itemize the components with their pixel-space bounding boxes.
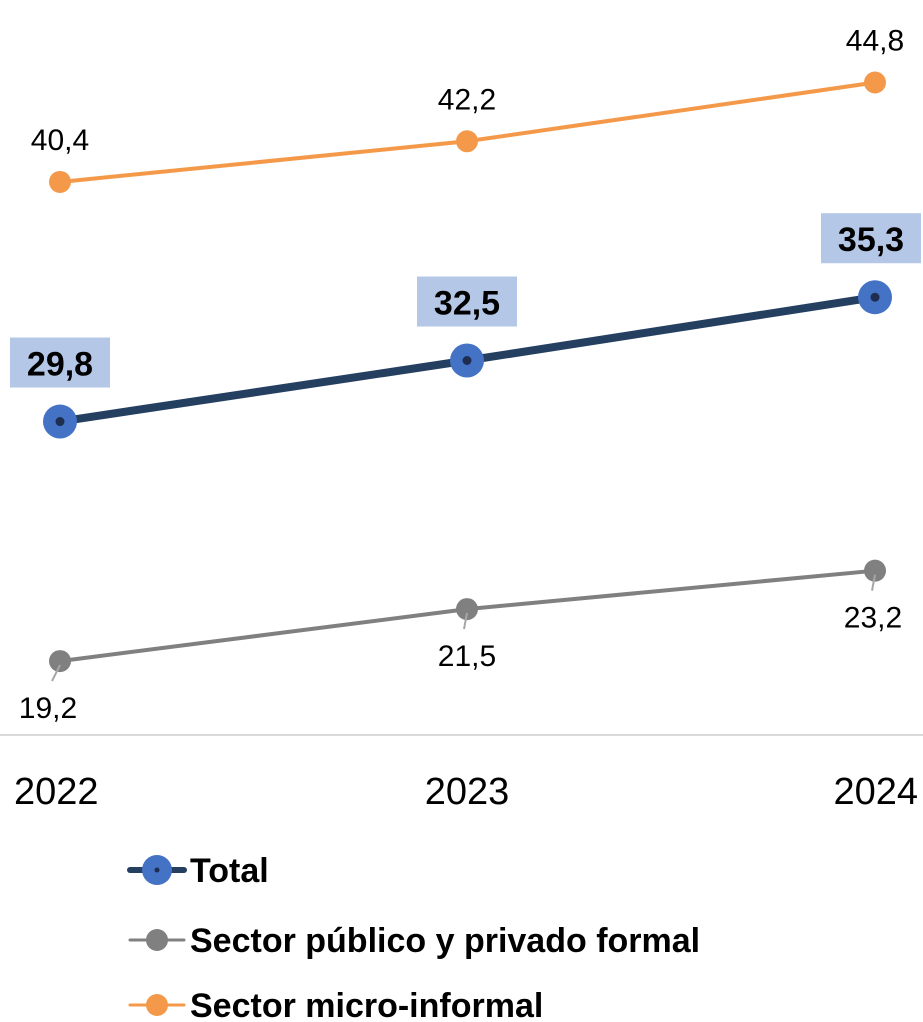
data-label-sector-micro-informal-2024: 44,8 — [846, 25, 904, 58]
data-point-sector-micro-informal-2024 — [864, 71, 886, 94]
data-point-center-total-2024 — [870, 292, 880, 302]
data-label-sector-publico-y-privado-formal-2022: 19,2 — [19, 692, 77, 725]
legend-swatch-marker-sector-micro-informal — [146, 994, 168, 1016]
data-label-total-2022: 29,8 — [27, 346, 93, 384]
data-label-bg-total-2023 — [417, 276, 517, 327]
x-tick-label-2022: 2022 — [14, 771, 99, 813]
x-tick-label-2024: 2024 — [833, 771, 918, 813]
series-layer — [43, 71, 892, 673]
data-label-total-2023: 32,5 — [434, 285, 500, 323]
data-label-sector-publico-y-privado-formal-2023: 21,5 — [438, 640, 496, 673]
data-label-total-2024: 35,3 — [838, 221, 904, 259]
x-tick-label-2023: 2023 — [425, 771, 510, 813]
legend-swatch-marker-center-total — [154, 867, 160, 873]
data-point-center-total-2023 — [462, 356, 472, 365]
data-point-sector-micro-informal-2022 — [49, 170, 71, 193]
data-point-sector-micro-informal-2023 — [456, 130, 478, 153]
data-label-sector-micro-informal-2023: 42,2 — [438, 83, 496, 116]
legend-label-total: Total — [190, 852, 269, 890]
x-tick-labels: 2022 2023 2024 — [14, 771, 918, 813]
data-point-sector-publico-y-privado-formal-2024 — [864, 559, 886, 582]
data-point-center-total-2022 — [55, 417, 65, 427]
legend-label-sector-publico-y-privado-formal: Sector público y privado formal — [190, 922, 700, 960]
leader-line-sector-publico-y-privado-formal-2022 — [51, 664, 61, 682]
legend-label-sector-micro-informal: Sector micro-informal — [190, 987, 543, 1022]
data-label-sector-micro-informal-2022: 40,4 — [31, 124, 89, 157]
data-label-bg-total-2024 — [821, 213, 921, 264]
data-point-sector-publico-y-privado-formal-2023 — [456, 598, 478, 621]
data-point-sector-publico-y-privado-formal-2022 — [49, 650, 71, 673]
data-label-sector-publico-y-privado-formal-2024: 23,2 — [844, 602, 902, 635]
legend: Total Sector público y privado formal Sect… — [127, 852, 700, 1022]
data-label-bg-total-2022 — [10, 337, 110, 388]
data-label-layer: 19,2 21,5 23,2 40,4 42,2 44,8 29,8 32,5 35,3 — [10, 25, 921, 725]
leader-line-sector-publico-y-privado-formal-2023 — [463, 612, 468, 630]
leader-line-sector-publico-y-privado-formal-2024 — [871, 574, 876, 591]
legend-swatch-marker-sector-publico-y-privado-formal — [146, 929, 168, 951]
